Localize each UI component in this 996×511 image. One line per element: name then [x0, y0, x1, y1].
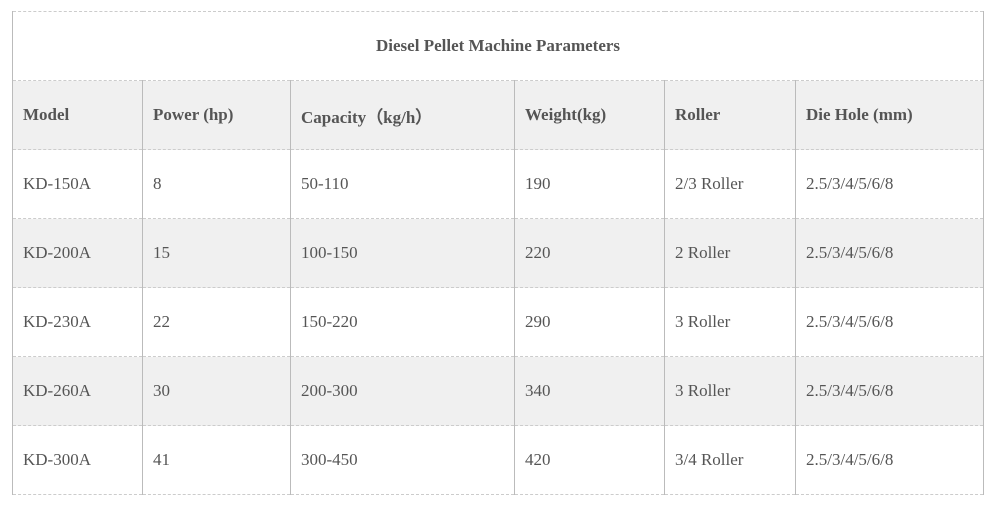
table-row: KD-260A 30 200-300 340 3 Roller 2.5/3/4/5/6/8	[12, 356, 985, 426]
cell-power: 30	[142, 356, 291, 426]
header-weight: Weight(kg)	[514, 80, 665, 150]
cell-roller: 3/4 Roller	[664, 425, 796, 495]
table-row: KD-150A 8 50-110 190 2/3 Roller 2.5/3/4/5/6/8	[12, 149, 985, 219]
cell-capacity: 100-150	[290, 218, 515, 288]
cell-power: 22	[142, 287, 291, 357]
cell-power: 15	[142, 218, 291, 288]
cell-power: 41	[142, 425, 291, 495]
header-capacity: Capacity（kg/h）	[290, 80, 515, 150]
table-row: KD-200A 15 100-150 220 2 Roller 2.5/3/4/5/6/8	[12, 218, 985, 288]
header-model: Model	[12, 80, 143, 150]
cell-model: KD-230A	[12, 287, 143, 357]
cell-weight: 190	[514, 149, 665, 219]
table-row: KD-300A 41 300-450 420 3/4 Roller 2.5/3/4/5/6…	[12, 425, 985, 495]
header-row: Model Power (hp) Capacity（kg/h） Weight(k…	[12, 80, 985, 150]
title-row: Diesel Pellet Machine Parameters	[11, 11, 985, 81]
cell-roller: 3 Roller	[664, 287, 796, 357]
cell-power: 8	[142, 149, 291, 219]
cell-model: KD-300A	[12, 425, 143, 495]
cell-capacity: 200-300	[290, 356, 515, 426]
cell-die-hole: 2.5/3/4/5/6/8	[794, 356, 985, 426]
cell-capacity: 50-110	[290, 149, 515, 219]
table-title: Diesel Pellet Machine Parameters	[11, 11, 985, 81]
cell-die-hole: 2.5/3/4/5/6/8	[794, 425, 985, 495]
cell-weight: 220	[514, 218, 665, 288]
header-roller: Roller	[664, 80, 796, 150]
cell-capacity: 150-220	[290, 287, 515, 357]
cell-die-hole: 2.5/3/4/5/6/8	[794, 218, 985, 288]
cell-capacity: 300-450	[290, 425, 515, 495]
header-die-hole: Die Hole (mm)	[794, 80, 985, 150]
cell-die-hole: 2.5/3/4/5/6/8	[794, 149, 985, 219]
cell-model: KD-200A	[12, 218, 143, 288]
cell-weight: 420	[514, 425, 665, 495]
cell-model: KD-260A	[12, 356, 143, 426]
cell-roller: 2/3 Roller	[664, 149, 796, 219]
cell-die-hole: 2.5/3/4/5/6/8	[794, 287, 985, 357]
parameters-table: Diesel Pellet Machine Parameters Model P…	[11, 11, 985, 495]
cell-roller: 2 Roller	[664, 218, 796, 288]
table-row: KD-230A 22 150-220 290 3 Roller 2.5/3/4/5/6/8	[12, 287, 985, 357]
cell-weight: 290	[514, 287, 665, 357]
cell-weight: 340	[514, 356, 665, 426]
header-power: Power (hp)	[142, 80, 291, 150]
cell-roller: 3 Roller	[664, 356, 796, 426]
cell-model: KD-150A	[12, 149, 143, 219]
